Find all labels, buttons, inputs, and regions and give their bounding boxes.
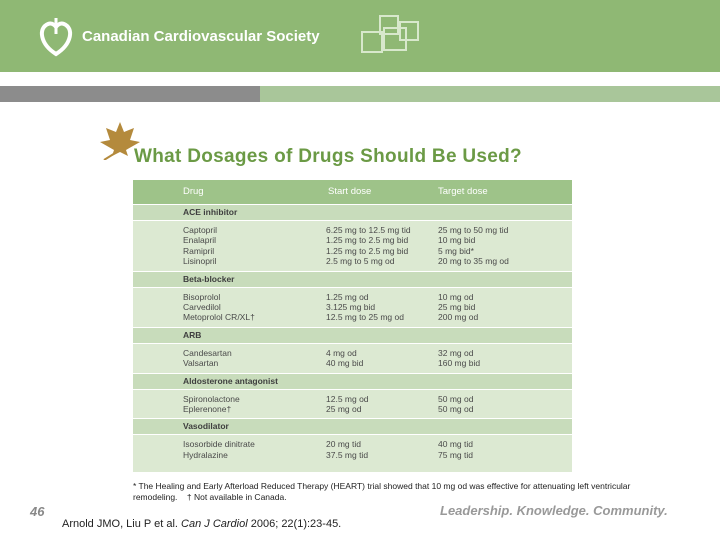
target-dose: 160 mg bid — [438, 358, 481, 369]
drug-name: Valsartan — [183, 358, 219, 369]
organization: Canadian Cardiovascular Society — [82, 28, 320, 45]
start-dose: 3.125 mg bid — [326, 302, 376, 313]
start-dose: 6.25 mg to 12.5 mg tid — [326, 225, 411, 235]
drug-row: Metoprolol CR/XL† 12.5 mg to 25 mg od 200 … — [133, 312, 572, 322]
drug-row: Valsartan 40 mg bid 160 mg bid — [133, 358, 572, 368]
drug-row: Bisoprolol 1.25 mg od 10 mg od — [133, 292, 572, 302]
drug-row: Candesartan 4 mg od 32 mg od — [133, 348, 572, 358]
start-dose: 2.5 mg to 5 mg od — [326, 256, 395, 267]
tagline: Leadership. Knowledge. Community. — [440, 503, 668, 518]
target-dose: 32 mg od — [438, 347, 474, 358]
target-dose: 50 mg od — [438, 404, 474, 415]
logo — [39, 18, 73, 57]
drug-name: Hydralazine — [183, 449, 228, 460]
drug-row: Ramipril 1.25 mg to 2.5 mg bid 5 mg bid* — [133, 246, 572, 256]
section-row: ACE inhibitor — [133, 204, 572, 221]
drug-name: Captopril — [183, 225, 218, 235]
drug-group: Bisoprolol 1.25 mg od 10 mg od Carvedilol 3.… — [133, 288, 572, 327]
drug-row: Lisinopril 2.5 mg to 5 mg od 20 mg to 35 m… — [133, 256, 572, 266]
drug-row: Isosorbide dinitrate 20 mg tid 40 mg tid — [133, 439, 572, 449]
start-dose: 4 mg od — [326, 347, 357, 358]
drug-group: Spironolactone 12.5 mg od 50 mg od Eplereno… — [133, 390, 572, 419]
column-header: Drug — [183, 186, 204, 197]
section-row: ARB — [133, 326, 572, 344]
drug-name: Spironolactone — [183, 393, 240, 404]
section-row: Vasodilator — [133, 418, 572, 436]
start-dose: 1.25 mg to 2.5 mg bid — [326, 245, 409, 256]
start-dose: 1.25 mg to 2.5 mg bid — [326, 235, 409, 246]
column-header: Target dose — [438, 186, 488, 197]
start-dose: 12.5 mg to 25 mg od — [326, 312, 404, 323]
drug-row: Carvedilol 3.125 mg bid 25 mg bid — [133, 302, 572, 312]
slide-title: What Dosages of Drugs Should Be Used? — [134, 146, 522, 167]
header-row: Drug Start dose Target dose — [133, 180, 572, 204]
footnote: * The Healing and Early Afterload Reduce… — [133, 481, 633, 502]
strip — [0, 86, 260, 102]
drug-group: Isosorbide dinitrate 20 mg tid 40 mg tid Hy… — [133, 435, 572, 464]
drug-name: Carvedilol — [183, 302, 221, 313]
page-number: 46 — [30, 504, 45, 519]
section-row: Aldosterone antagonist — [133, 372, 572, 390]
column-header: Start dose — [328, 186, 372, 197]
drug-row: Enalapril 1.25 mg to 2.5 mg bid 10 mg bid — [133, 235, 572, 245]
target-dose: 200 mg od — [438, 312, 479, 323]
drug-row: Eplerenone† 25 mg od 50 mg od — [133, 404, 572, 414]
target-dose: 50 mg od — [438, 393, 474, 404]
section-row: Beta-blocker — [133, 270, 572, 288]
drug-row: Captopril 6.25 mg to 12.5 mg tid 25 mg to … — [133, 225, 572, 235]
maple-leaf — [100, 122, 140, 160]
start-dose: 25 mg od — [326, 404, 362, 415]
target-dose: 5 mg bid* — [438, 245, 474, 256]
target-dose: 25 mg bid — [438, 302, 476, 313]
strip — [260, 86, 720, 102]
citation-details: 2006; 22(1):23-45. — [250, 518, 342, 530]
drug-name: Ramipril — [183, 245, 215, 256]
target-dose: 10 mg od — [438, 291, 474, 302]
citation-authors: Arnold JMO, Liu P et al. — [62, 518, 178, 530]
drug-name: Eplerenone† — [183, 404, 232, 415]
target-dose: 75 mg tid — [438, 449, 473, 460]
drug-name: Lisinopril — [183, 256, 217, 267]
decor-squares — [361, 15, 419, 53]
drug-row: Spironolactone 12.5 mg od 50 mg od — [133, 394, 572, 404]
drug-name: Metoprolol CR/XL† — [183, 312, 255, 323]
target-dose: 20 mg to 35 mg od — [438, 256, 509, 267]
target-dose: 25 mg to 50 mg tid — [438, 225, 509, 235]
citation-journal: Can J Cardiol — [181, 518, 248, 530]
target-dose: 10 mg bid — [438, 235, 476, 246]
drug-group: Candesartan 4 mg od 32 mg od Valsartan 40 mg… — [133, 344, 572, 373]
drug-row: Hydralazine 37.5 mg tid 75 mg tid — [133, 450, 572, 460]
header-bar — [0, 0, 720, 72]
drug-group: Captopril 6.25 mg to 12.5 mg tid 25 mg to … — [133, 221, 572, 271]
drug-name: Candesartan — [183, 347, 232, 358]
target-dose: 40 mg tid — [438, 439, 473, 450]
start-dose: 37.5 mg tid — [326, 449, 369, 460]
drug-name: Isosorbide dinitrate — [183, 439, 255, 450]
drug-name: Enalapril — [183, 235, 217, 246]
citation: Arnold JMO, Liu P et al. Can J Cardiol 2… — [62, 518, 341, 530]
start-dose: 12.5 mg od — [326, 393, 369, 404]
start-dose: 20 mg tid — [326, 439, 361, 450]
start-dose: 40 mg bid — [326, 358, 364, 369]
dosage-table: Drug Start dose Target dose ACE inhibitor Ca… — [133, 180, 572, 472]
drug-name: Bisoprolol — [183, 291, 221, 302]
start-dose: 1.25 mg od — [326, 291, 369, 302]
